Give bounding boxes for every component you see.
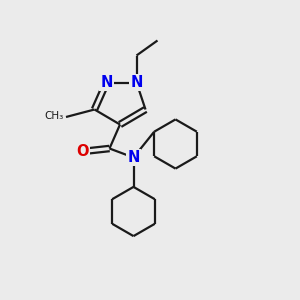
Text: N: N (130, 75, 143, 90)
Text: O: O (76, 144, 89, 159)
Text: N: N (127, 150, 140, 165)
Text: N: N (100, 75, 113, 90)
Text: CH₃: CH₃ (44, 110, 64, 121)
